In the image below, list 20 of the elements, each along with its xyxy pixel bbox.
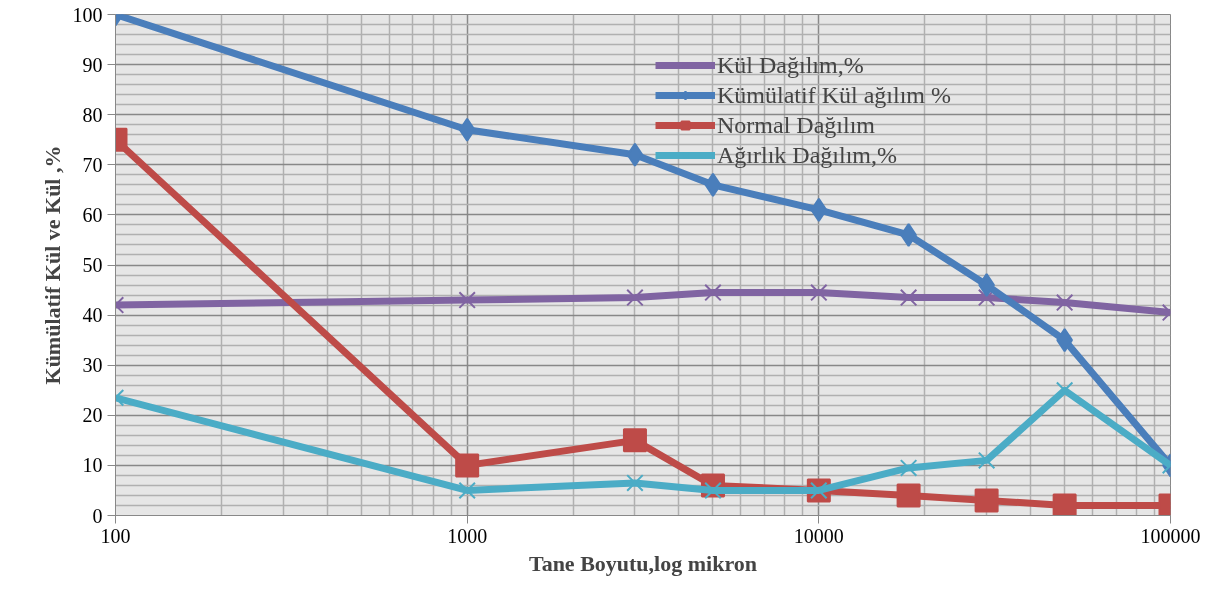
- x-axis-title: Tane Boyutu,log mikron: [528, 550, 758, 576]
- x-tick-label: 100000: [1140, 524, 1201, 547]
- legend-label: Ağırlık Dağılım,%: [717, 140, 897, 170]
- y-tick-label: 0: [92, 504, 103, 527]
- x-tick-label: 10000: [793, 524, 844, 547]
- y-tick-label: 90: [82, 53, 103, 76]
- y-tick-label: 50: [82, 254, 103, 276]
- y-tick-label: 10: [82, 454, 103, 477]
- y-tick-label: 100: [72, 3, 103, 26]
- y-tick-label: 30: [82, 354, 103, 377]
- x-tick-label: 1000: [447, 524, 488, 547]
- y-tick-label: 20: [82, 404, 103, 427]
- x-tick-label: 100: [100, 524, 131, 547]
- y-tick-label: 40: [82, 304, 103, 327]
- y-tick-label: 60: [82, 203, 103, 226]
- y-axis-title: Kümülatif Kül ve Kül ,%: [39, 145, 65, 385]
- legend-label: Kümülatif Kül ağılım %: [717, 80, 951, 110]
- y-tick-label: 70: [82, 153, 103, 176]
- legend-label: Normal Dağılım: [717, 110, 875, 140]
- y-tick-label: 80: [82, 103, 103, 126]
